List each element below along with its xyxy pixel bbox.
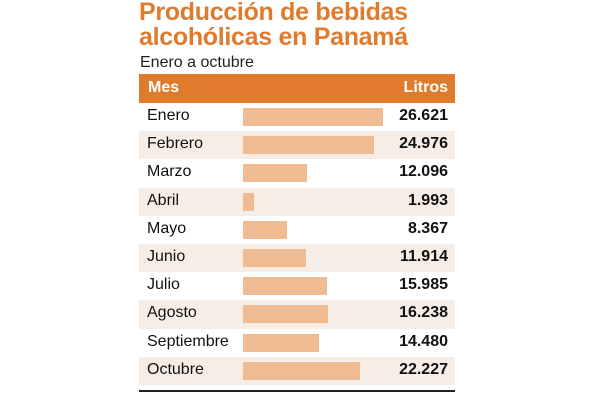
header-liters: Litros xyxy=(403,79,448,96)
header-month: Mes xyxy=(148,79,180,96)
value-label: 15.985 xyxy=(399,276,448,294)
month-label: Febrero xyxy=(147,135,204,153)
value-label: 12.096 xyxy=(399,163,448,181)
value-label: 24.976 xyxy=(399,135,448,153)
bottom-rule xyxy=(139,390,455,392)
chart-title: Producción de bebidas alcohólicas en Pan… xyxy=(139,0,455,50)
value-label: 26.621 xyxy=(399,107,448,124)
bar xyxy=(243,305,329,324)
bar xyxy=(243,361,360,380)
bar xyxy=(243,192,254,211)
value-label: 11.914 xyxy=(399,247,448,265)
bar xyxy=(243,333,320,352)
chart-subtitle: Enero a octubre xyxy=(140,54,254,71)
month-label: Abril xyxy=(147,191,180,209)
bar xyxy=(243,108,383,126)
month-label: Septiembre xyxy=(147,332,229,350)
chart-title-line-2: alcohólicas en Panamá xyxy=(139,23,408,51)
bar-row: Junio 11.914 xyxy=(139,243,455,273)
bar-row: Febrero 24.976 xyxy=(139,131,455,160)
bar-row: Abril 1.993 xyxy=(139,187,455,216)
month-label: Mayo xyxy=(147,219,187,237)
month-label: Junio xyxy=(147,247,186,265)
month-label: Agosto xyxy=(147,304,197,322)
chart-title-line-1: Producción de bebidas xyxy=(139,0,408,26)
month-label: Octubre xyxy=(147,360,204,378)
bar xyxy=(243,220,287,239)
value-label: 16.238 xyxy=(399,304,448,322)
bar-rows: Enero 26.621 Febrero 24.976 Marzo 12.096 Abril… xyxy=(139,103,455,385)
bar xyxy=(243,164,307,183)
bar-row: Septiembre 14.480 xyxy=(139,329,455,357)
bar xyxy=(243,277,328,296)
bar-row: Julio 15.985 xyxy=(139,272,455,300)
bar-row: Marzo 12.096 xyxy=(139,159,455,187)
bar xyxy=(243,136,375,155)
value-label: 1.993 xyxy=(407,191,448,209)
table-header: Mes Litros xyxy=(139,74,455,103)
bar xyxy=(243,248,306,267)
month-label: Enero xyxy=(147,107,190,124)
bar-row: Mayo 8.367 xyxy=(139,216,455,244)
month-label: Marzo xyxy=(147,163,192,181)
value-label: 8.367 xyxy=(407,219,448,237)
chart-figure: Producción de bebidas alcohólicas en Pan… xyxy=(139,0,455,385)
bar-row: Octubre 22.227 xyxy=(139,356,455,385)
month-label: Julio xyxy=(147,276,180,294)
value-label: 14.480 xyxy=(399,332,448,350)
bar-row: Enero 26.621 xyxy=(139,103,455,131)
value-label: 22.227 xyxy=(399,360,448,378)
bar-row: Agosto 16.238 xyxy=(139,300,455,329)
